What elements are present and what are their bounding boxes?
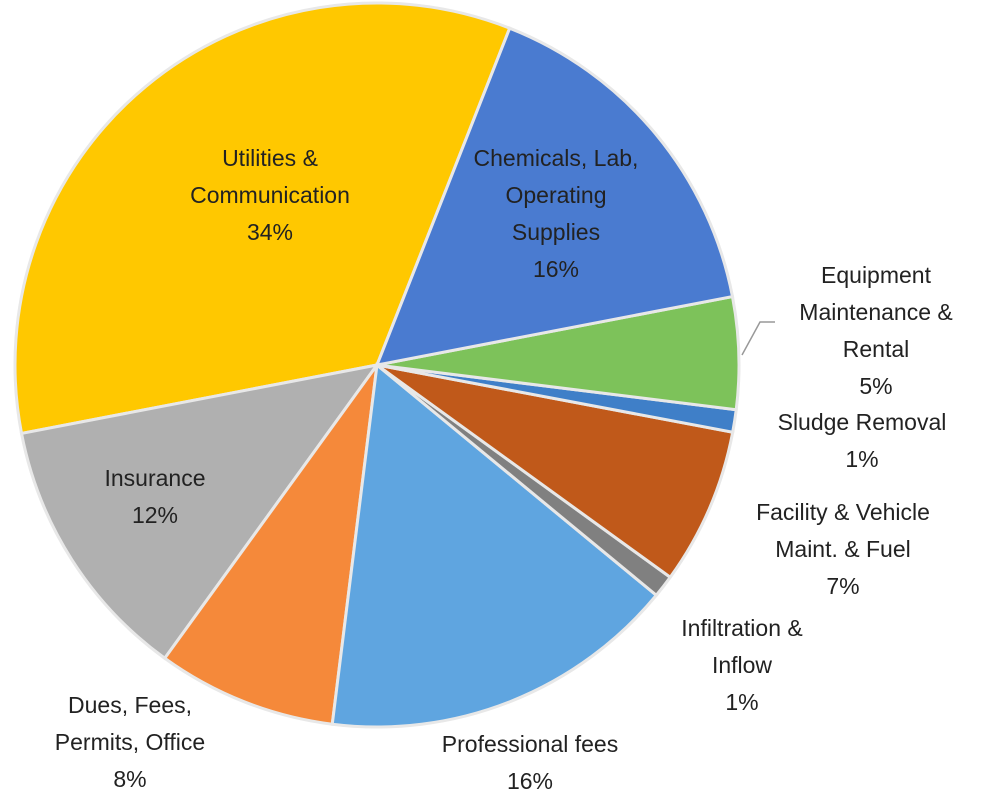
category-label: Equipment Maintenance & Rental [799,262,953,362]
category-label: Insurance [104,465,206,491]
leader-line [741,321,775,356]
pie-slice [374,26,735,367]
category-label: Professional fees [441,731,619,757]
value-label: 1% [725,689,759,715]
slice-label: Infiltration & Inflow 1% [655,610,830,721]
category-label: Chemicals, Lab, Operating Supplies [473,145,639,245]
category-label: Facility & Vehicle Maint. & Fuel [756,499,930,562]
pie-slice [376,363,735,580]
pie-slice [330,362,659,729]
slice-label: Utilities & Communication 34% [170,140,370,251]
value-label: 34% [246,219,294,245]
slice-label: Equipment Maintenance & Rental 5% [776,257,976,405]
slice-label: Dues, Fees, Permits, Office 8% [30,687,230,798]
category-label: Sludge Removal [777,409,947,435]
slice-label: Professional fees 16% [400,726,660,800]
slice-label: Chemicals, Lab, Operating Supplies 16% [459,140,654,288]
category-label: Dues, Fees, Permits, Office [54,692,206,755]
value-label: 12% [131,502,179,528]
category-label: Utilities & Communication [190,145,350,208]
value-label: 5% [859,373,893,399]
slice-label: Sludge Removal 1% [752,404,972,478]
slice-label: Insurance 12% [80,460,230,534]
value-label: 16% [532,256,580,282]
value-label: 1% [845,446,879,472]
pie-slice [19,362,381,661]
category-label: Infiltration & Inflow [681,615,803,678]
slice-label: Facility & Vehicle Maint. & Fuel 7% [723,494,963,605]
value-label: 16% [506,768,554,794]
pie-slice [162,364,379,726]
value-label: 7% [826,573,860,599]
value-label: 8% [113,766,147,792]
pie-slice [13,1,512,436]
